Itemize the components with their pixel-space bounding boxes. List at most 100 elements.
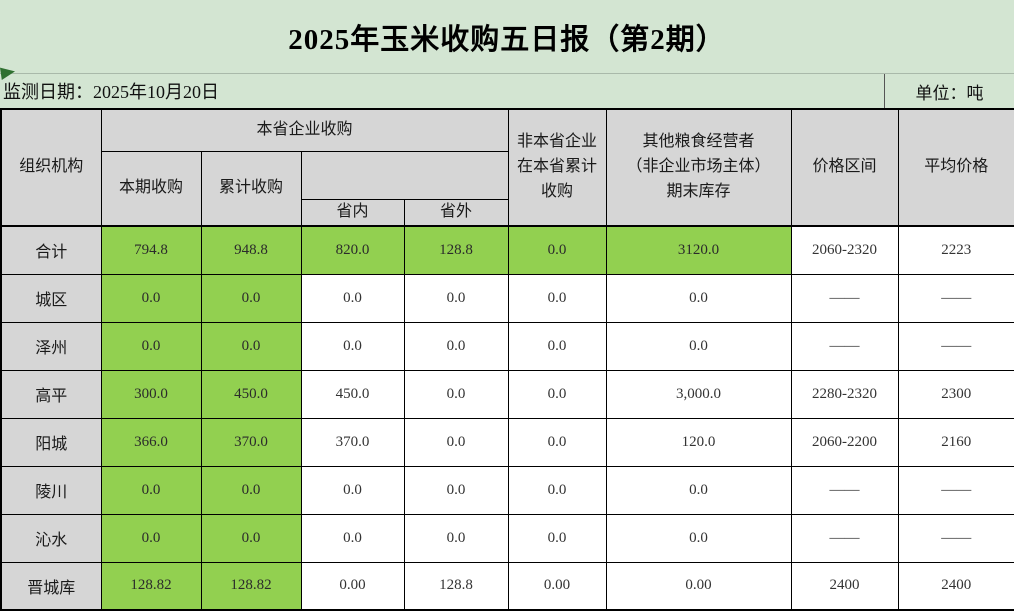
data-cell: 0.0	[403, 513, 509, 563]
data-cell: 0.0	[100, 321, 202, 371]
table-row: 高平 300.0 450.0 450.0 0.0 0.0 3,000.0 2280-2320 2…	[0, 369, 1014, 419]
row-label: 陵川	[0, 465, 102, 515]
data-cell: 0.0	[507, 417, 607, 467]
table-row: 合计 794.8 948.8 820.0 128.8 0.0 3120.0 2060-2320…	[0, 225, 1014, 275]
data-cell: 2223	[897, 225, 1014, 275]
table-row: 泽州 0.0 0.0 0.0 0.0 0.0 0.0 —— ——	[0, 321, 1014, 371]
header-avg-price: 平均价格	[897, 108, 1014, 227]
data-cell: 128.82	[200, 561, 302, 611]
data-cell: 0.0	[507, 273, 607, 323]
data-cell: ——	[897, 513, 1014, 563]
row-label: 晋城库	[0, 561, 102, 611]
row-label: 阳城	[0, 417, 102, 467]
data-cell: 0.0	[605, 513, 792, 563]
data-cell: 794.8	[100, 225, 202, 275]
header-in-province: 省内	[300, 198, 405, 227]
header-cumulative-purchase: 累计收购	[200, 150, 302, 227]
data-cell: 2060-2200	[790, 417, 899, 467]
data-cell: 3120.0	[605, 225, 792, 275]
data-cell: 0.0	[100, 465, 202, 515]
data-cell: ——	[790, 321, 899, 371]
unit-label: 单位：吨	[884, 74, 1014, 108]
data-cell: 0.0	[300, 513, 405, 563]
header-row-2: 本期收购 累计收购	[1, 150, 1014, 227]
header-other-operators: 其他粮食经营者 （非企业市场主体） 期末库存	[605, 108, 792, 227]
data-cell: 0.00	[507, 561, 607, 611]
data-cell: 128.82	[100, 561, 202, 611]
data-cell: ——	[897, 465, 1014, 515]
table-row: 晋城库 128.82 128.82 0.00 128.8 0.00 0.00 2400 2400	[0, 561, 1014, 611]
data-cell: ——	[790, 513, 899, 563]
data-cell: 0.0	[605, 273, 792, 323]
data-cell: 370.0	[300, 417, 405, 467]
data-cell: ——	[790, 465, 899, 515]
row-label: 泽州	[0, 321, 102, 371]
data-cell: 0.00	[300, 561, 405, 611]
data-cell: 366.0	[100, 417, 202, 467]
data-cell: 0.0	[200, 465, 302, 515]
data-cell: 300.0	[100, 369, 202, 419]
data-cell: 0.0	[507, 513, 607, 563]
data-cell: 0.0	[200, 273, 302, 323]
data-cell: 370.0	[200, 417, 302, 467]
data-cell: 128.8	[403, 225, 509, 275]
header-non-province: 非本省企业 在本省累计 收购	[507, 108, 607, 227]
data-cell: 0.0	[507, 465, 607, 515]
data-cell: 0.0	[605, 321, 792, 371]
header-row-3: 省内 省外	[1, 198, 1014, 227]
header-province-group: 本省企业收购	[100, 108, 509, 152]
table-row: 阳城 366.0 370.0 370.0 0.0 0.0 120.0 2060-2200 216…	[0, 417, 1014, 467]
data-cell: 2280-2320	[790, 369, 899, 419]
data-cell: 0.0	[300, 465, 405, 515]
row-label: 沁水	[0, 513, 102, 563]
data-cell: 0.0	[403, 321, 509, 371]
data-cell: ——	[897, 321, 1014, 371]
header-org: 组织机构	[0, 108, 102, 227]
report-title-band: 2025年玉米收购五日报（第2期）	[0, 0, 1014, 73]
meta-band: 监测日期：2025年10月20日 单位：吨	[0, 73, 1014, 108]
data-cell: 0.0	[507, 369, 607, 419]
data-cell: 0.0	[403, 273, 509, 323]
data-cell: 450.0	[300, 369, 405, 419]
row-label: 合计	[0, 225, 102, 275]
header-price-range: 价格区间	[790, 108, 899, 227]
report-title: 2025年玉米收购五日报（第2期）	[288, 23, 726, 56]
data-cell: 0.0	[403, 369, 509, 419]
header-spacer-cell	[300, 150, 509, 200]
table-row: 沁水 0.0 0.0 0.0 0.0 0.0 0.0 —— ——	[0, 513, 1014, 563]
table-body: 合计 794.8 948.8 820.0 128.8 0.0 3120.0 2060-2320…	[0, 225, 1014, 611]
data-cell: 450.0	[200, 369, 302, 419]
data-cell: 128.8	[403, 561, 509, 611]
table-row: 陵川 0.0 0.0 0.0 0.0 0.0 0.0 —— ——	[0, 465, 1014, 515]
data-cell: ——	[897, 273, 1014, 323]
header-row-1: 组织机构 本省企业收购 非本省企业 在本省累计 收购 其他粮食经营者 （非企业市…	[0, 108, 1014, 227]
data-cell: 2400	[790, 561, 899, 611]
data-cell: 2400	[897, 561, 1014, 611]
data-cell: 2160	[897, 417, 1014, 467]
data-cell: 0.0	[100, 273, 202, 323]
header-out-province: 省外	[403, 198, 509, 227]
data-cell: 0.0	[605, 465, 792, 515]
data-cell: 0.0	[300, 273, 405, 323]
data-cell: 0.0	[200, 321, 302, 371]
data-cell: 0.0	[507, 321, 607, 371]
table-header: 组织机构 本省企业收购 非本省企业 在本省累计 收购 其他粮食经营者 （非企业市…	[0, 108, 1014, 227]
data-cell: 0.0	[403, 465, 509, 515]
data-cell: 0.0	[507, 225, 607, 275]
row-label: 城区	[0, 273, 102, 323]
data-cell: ——	[790, 273, 899, 323]
data-cell: 120.0	[605, 417, 792, 467]
header-current-purchase: 本期收购	[100, 150, 202, 227]
data-cell: 820.0	[300, 225, 405, 275]
data-cell: 0.0	[100, 513, 202, 563]
data-cell: 948.8	[200, 225, 302, 275]
data-cell: 0.00	[605, 561, 792, 611]
data-cell: 0.0	[200, 513, 302, 563]
procurement-table: 组织机构 本省企业收购 非本省企业 在本省累计 收购 其他粮食经营者 （非企业市…	[0, 108, 1014, 611]
row-label: 高平	[0, 369, 102, 419]
data-cell: 2300	[897, 369, 1014, 419]
data-cell: 0.0	[403, 417, 509, 467]
monitor-date-label: 监测日期：2025年10月20日	[3, 82, 219, 102]
data-cell: 0.0	[300, 321, 405, 371]
